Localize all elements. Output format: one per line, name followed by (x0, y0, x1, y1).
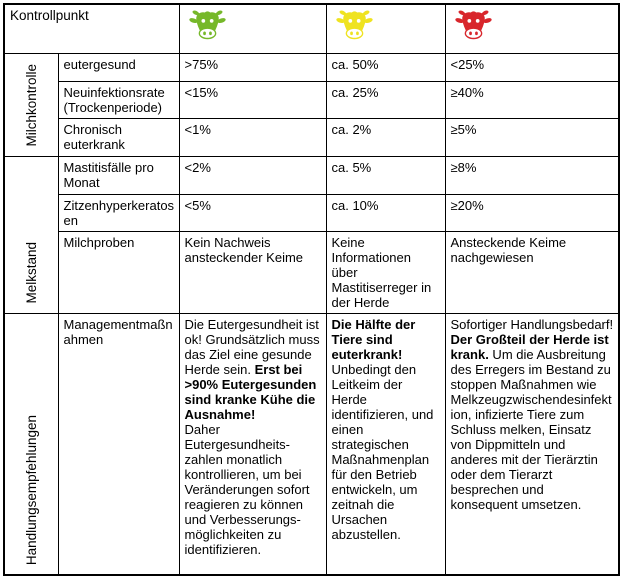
management-cell-green: Die Eutergesundheit ist ok! Grundsätzlic… (178, 312, 327, 576)
management-text-segment: Die Eutergesundheit ist ok! Grundsätzlic… (184, 316, 320, 377)
group-label-milchkontrolle: Milchkontrolle (3, 52, 59, 157)
cell-mastitisfaelle-red: ≥8% (444, 155, 620, 195)
cell-chronisch-yellow: ca. 2% (325, 117, 446, 157)
cell-neuinfektionsrate-red: ≥40% (444, 80, 620, 119)
cell-eutergesund-green: >75% (178, 52, 327, 82)
green-cow-header-cell (178, 3, 327, 54)
row-zitzenhyperkeratosen: Zitzenhyperkeratosen <5% ca. 10% ≥20% (4, 193, 620, 232)
kontrollpunkt-table: Kontrollpunkt (3, 3, 620, 576)
row-label-neuinfektionsrate: Neuinfektionsrate (Trockenperiode) (57, 80, 180, 119)
cell-zitzen-red: ≥20% (444, 193, 620, 232)
cell-chronisch-green: <1% (178, 117, 327, 157)
management-text-segment: Daher Eutergesundheits-zahlen monatlich … (184, 421, 310, 557)
group-label-text: Handlungsempfehlungen (23, 414, 39, 565)
green-cow-icon (188, 10, 226, 40)
management-text-segment: Um die Ausbreitung des Erregers im Besta… (450, 346, 612, 512)
cell-zitzen-green: <5% (178, 193, 327, 232)
cell-eutergesund-red: <25% (444, 52, 620, 82)
management-text-segment-bold: Erst bei >90% Eutergesunden sind kranke … (184, 361, 317, 422)
row-managementmassnahmen: Handlungsempfehlungen Managementmaßnahme… (3, 312, 620, 576)
row-label-eutergesund: eutergesund (57, 52, 180, 82)
group-label-text: Melkstand (23, 241, 39, 304)
cell-mastitisfaelle-green: <2% (178, 155, 327, 195)
management-text-segment-bold: Die Hälfte der Tiere sind euterkrank! (331, 316, 416, 362)
row-chronisch-euterkrank: Chronisch euterkrank <1% ca. 2% ≥5% (4, 117, 620, 157)
management-cell-red: Sofortiger Handlungsbedarf! Der Großteil… (444, 312, 620, 576)
row-label-mastitisfaelle: Mastitisfälle pro Monat (57, 155, 180, 195)
cell-eutergesund-yellow: ca. 50% (325, 52, 446, 82)
management-text-segment: Sofortiger Handlungsbedarf! (450, 316, 614, 332)
management-cell-yellow: Die Hälfte der Tiere sind euterkrank! Un… (325, 312, 446, 576)
row-neuinfektionsrate: Neuinfektionsrate (Trockenperiode) <15% … (4, 80, 620, 119)
cell-milchproben-green: Kein Nachweis ansteckender Keime (178, 230, 327, 314)
group-label-text: Milchkontrolle (23, 63, 39, 147)
red-cow-header-cell (444, 3, 620, 54)
yellow-cow-header-cell (325, 3, 446, 54)
row-label-managementmassnahmen: Managementmaßnahmen (57, 312, 180, 576)
management-text-segment-bold: Der Großteil der Herde ist krank. (450, 331, 609, 362)
yellow-cow-icon (335, 10, 373, 40)
row-label-chronisch-euterkrank: Chronisch euterkrank (57, 117, 180, 157)
row-label-zitzenhyperkeratosen: Zitzenhyperkeratosen (57, 193, 180, 232)
cell-chronisch-red: ≥5% (444, 117, 620, 157)
group-label-handlungsempfehlungen: Handlungsempfehlungen (3, 312, 59, 576)
row-eutergesund: Milchkontrolle eutergesund >75% ca. 50% … (3, 52, 620, 157)
management-text-segment: Unbedingt den Leitkeim der Herde identif… (331, 361, 434, 542)
cell-zitzen-yellow: ca. 10% (325, 193, 446, 232)
row-mastitisfaelle: Melkstand Mastitisfälle pro Monat <2% ca… (3, 155, 620, 314)
row-milchproben: Milchproben Kein Nachweis ansteckender K… (4, 230, 620, 314)
cell-neuinfektionsrate-green: <15% (178, 80, 327, 119)
cell-milchproben-yellow: Keine Informationen über Mastitiserreger… (325, 230, 446, 314)
header-row: Kontrollpunkt (3, 3, 620, 54)
red-cow-icon (454, 10, 492, 40)
cell-neuinfektionsrate-yellow: ca. 25% (325, 80, 446, 119)
cell-mastitisfaelle-yellow: ca. 5% (325, 155, 446, 195)
cell-milchproben-red: Ansteckende Keime nachgewiesen (444, 230, 620, 314)
table-title: Kontrollpunkt (3, 3, 180, 54)
group-label-melkstand: Melkstand (3, 155, 59, 314)
row-label-milchproben: Milchproben (57, 230, 180, 314)
